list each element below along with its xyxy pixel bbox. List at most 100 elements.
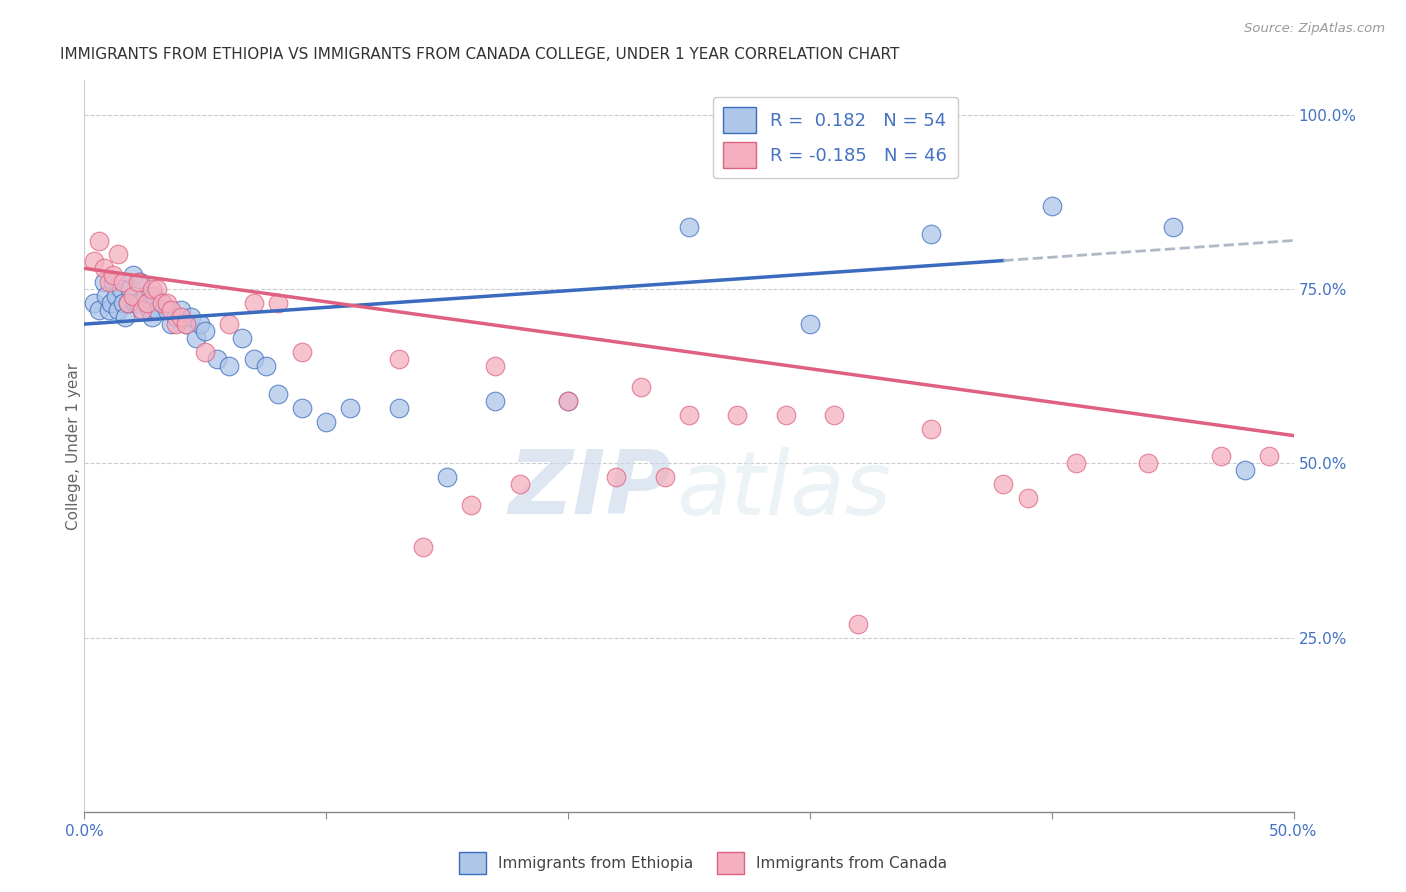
Point bbox=[170, 310, 193, 325]
Point bbox=[100, 296, 122, 310]
Point bbox=[146, 282, 169, 296]
Point bbox=[267, 386, 290, 401]
Point bbox=[823, 408, 845, 422]
Point bbox=[725, 408, 748, 422]
Point bbox=[97, 303, 120, 318]
Point bbox=[124, 296, 146, 310]
Point bbox=[460, 498, 482, 512]
Y-axis label: College, Under 1 year: College, Under 1 year bbox=[66, 362, 80, 530]
Point bbox=[160, 317, 183, 331]
Point bbox=[190, 317, 212, 331]
Point bbox=[218, 317, 240, 331]
Point bbox=[1234, 463, 1257, 477]
Point bbox=[207, 351, 229, 366]
Point bbox=[120, 282, 142, 296]
Point bbox=[121, 289, 143, 303]
Point bbox=[103, 275, 125, 289]
Point bbox=[1258, 450, 1281, 464]
Point bbox=[180, 310, 202, 325]
Point bbox=[87, 234, 110, 248]
Point bbox=[143, 289, 166, 303]
Point bbox=[1161, 219, 1184, 234]
Point bbox=[557, 393, 579, 408]
Point bbox=[94, 289, 117, 303]
Point bbox=[194, 324, 217, 338]
Point bbox=[174, 317, 197, 331]
Point bbox=[1017, 491, 1039, 506]
Point bbox=[112, 275, 135, 289]
Point bbox=[150, 296, 173, 310]
Point bbox=[150, 296, 173, 310]
Point bbox=[630, 380, 652, 394]
Point bbox=[654, 470, 676, 484]
Point bbox=[242, 296, 264, 310]
Point bbox=[127, 275, 149, 289]
Point bbox=[920, 421, 942, 435]
Point bbox=[87, 303, 110, 318]
Point bbox=[184, 331, 207, 345]
Point bbox=[97, 275, 120, 289]
Point bbox=[131, 303, 153, 318]
Point bbox=[93, 275, 115, 289]
Point bbox=[315, 415, 337, 429]
Point bbox=[388, 401, 411, 415]
Point bbox=[107, 303, 129, 318]
Point bbox=[117, 296, 139, 310]
Point bbox=[993, 477, 1015, 491]
Point bbox=[141, 310, 163, 325]
Point bbox=[242, 351, 264, 366]
Point bbox=[155, 296, 177, 310]
Point bbox=[112, 296, 135, 310]
Text: Source: ZipAtlas.com: Source: ZipAtlas.com bbox=[1244, 22, 1385, 36]
Point bbox=[231, 331, 253, 345]
Point bbox=[138, 303, 160, 318]
Point bbox=[1209, 450, 1232, 464]
Point bbox=[174, 317, 197, 331]
Point bbox=[110, 282, 132, 296]
Text: ZIP: ZIP bbox=[508, 446, 671, 533]
Point bbox=[291, 345, 314, 359]
Point bbox=[170, 303, 193, 318]
Point bbox=[557, 393, 579, 408]
Point bbox=[846, 616, 869, 631]
Point bbox=[1040, 199, 1063, 213]
Point bbox=[920, 227, 942, 241]
Point bbox=[605, 470, 627, 484]
Point bbox=[291, 401, 314, 415]
Point bbox=[107, 247, 129, 261]
Legend: Immigrants from Ethiopia, Immigrants from Canada: Immigrants from Ethiopia, Immigrants fro… bbox=[453, 846, 953, 880]
Point bbox=[141, 282, 163, 296]
Point bbox=[218, 359, 240, 373]
Point bbox=[155, 303, 177, 318]
Point bbox=[117, 296, 139, 310]
Point bbox=[129, 275, 152, 289]
Point bbox=[1137, 457, 1160, 471]
Point bbox=[127, 296, 149, 310]
Point bbox=[83, 254, 105, 268]
Point bbox=[165, 317, 187, 331]
Point bbox=[194, 345, 217, 359]
Point bbox=[165, 310, 187, 325]
Point bbox=[1064, 457, 1087, 471]
Text: IMMIGRANTS FROM ETHIOPIA VS IMMIGRANTS FROM CANADA COLLEGE, UNDER 1 YEAR CORRELA: IMMIGRANTS FROM ETHIOPIA VS IMMIGRANTS F… bbox=[60, 47, 900, 62]
Legend: R =  0.182   N = 54, R = -0.185   N = 46: R = 0.182 N = 54, R = -0.185 N = 46 bbox=[713, 96, 957, 178]
Point bbox=[121, 268, 143, 283]
Point bbox=[267, 296, 290, 310]
Point bbox=[388, 351, 411, 366]
Point bbox=[484, 359, 506, 373]
Point bbox=[509, 477, 531, 491]
Point bbox=[83, 296, 105, 310]
Point bbox=[678, 408, 700, 422]
Point bbox=[254, 359, 277, 373]
Point bbox=[160, 303, 183, 318]
Point bbox=[339, 401, 361, 415]
Point bbox=[775, 408, 797, 422]
Point bbox=[104, 289, 127, 303]
Point bbox=[412, 540, 434, 554]
Point bbox=[136, 296, 159, 310]
Point bbox=[136, 296, 159, 310]
Point bbox=[436, 470, 458, 484]
Point bbox=[103, 268, 125, 283]
Point bbox=[134, 289, 156, 303]
Point bbox=[114, 310, 136, 325]
